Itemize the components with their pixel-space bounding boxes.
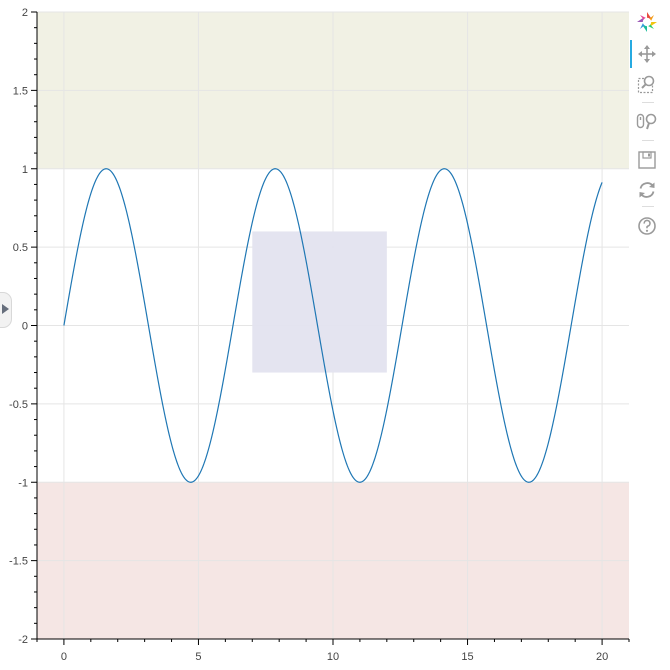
y-tick-label: 1.5 bbox=[13, 85, 28, 97]
wheel-zoom-icon bbox=[636, 113, 657, 130]
x-tick-label: 5 bbox=[195, 651, 201, 663]
chevron-right-icon bbox=[2, 304, 9, 314]
box-zoom-icon bbox=[637, 75, 655, 94]
wheel-zoom-tool-button[interactable] bbox=[632, 108, 662, 136]
toolbar-divider bbox=[642, 140, 654, 141]
toolbar-divider bbox=[642, 102, 654, 103]
sine-line-series bbox=[63, 168, 603, 483]
x-tick-label: 10 bbox=[327, 651, 339, 663]
help-tool-button[interactable] bbox=[632, 212, 662, 240]
pan-tool-button[interactable] bbox=[632, 40, 662, 68]
save-icon bbox=[638, 151, 656, 169]
y-tick-label: -2 bbox=[18, 634, 28, 646]
y-tick-label: 0.5 bbox=[13, 242, 28, 254]
y-tick-label: 1 bbox=[22, 164, 28, 176]
reset-icon bbox=[639, 182, 655, 198]
axes-layer: -2-1.5-1-0.500.511.520 5 10 15 20 bbox=[9, 7, 630, 663]
toolbar-divider bbox=[642, 206, 654, 207]
help-icon bbox=[638, 217, 656, 235]
x-tick-label: 15 bbox=[461, 651, 473, 663]
box-annotation-layer bbox=[252, 231, 387, 373]
x-tick-label: 20 bbox=[596, 651, 608, 663]
y-tick-label: -0.5 bbox=[9, 399, 28, 411]
y-tick-label: 2 bbox=[22, 7, 28, 19]
save-tool-button[interactable] bbox=[632, 146, 662, 174]
y-tick-label: -1 bbox=[18, 477, 28, 489]
box-annotation bbox=[252, 231, 387, 373]
active-tool-indicator bbox=[630, 40, 632, 68]
pan-icon bbox=[638, 45, 656, 63]
y-tick-label: -1.5 bbox=[9, 556, 28, 568]
reset-tool-button[interactable] bbox=[632, 176, 662, 204]
expand-panel-button[interactable] bbox=[0, 292, 12, 328]
line-layer bbox=[63, 168, 603, 483]
box-zoom-tool-button[interactable] bbox=[632, 70, 662, 98]
y-tick-label: 0 bbox=[22, 321, 28, 333]
x-tick-label: 0 bbox=[61, 651, 67, 663]
plot-toolbar bbox=[630, 6, 666, 246]
bokeh-logo-icon[interactable] bbox=[632, 8, 662, 36]
